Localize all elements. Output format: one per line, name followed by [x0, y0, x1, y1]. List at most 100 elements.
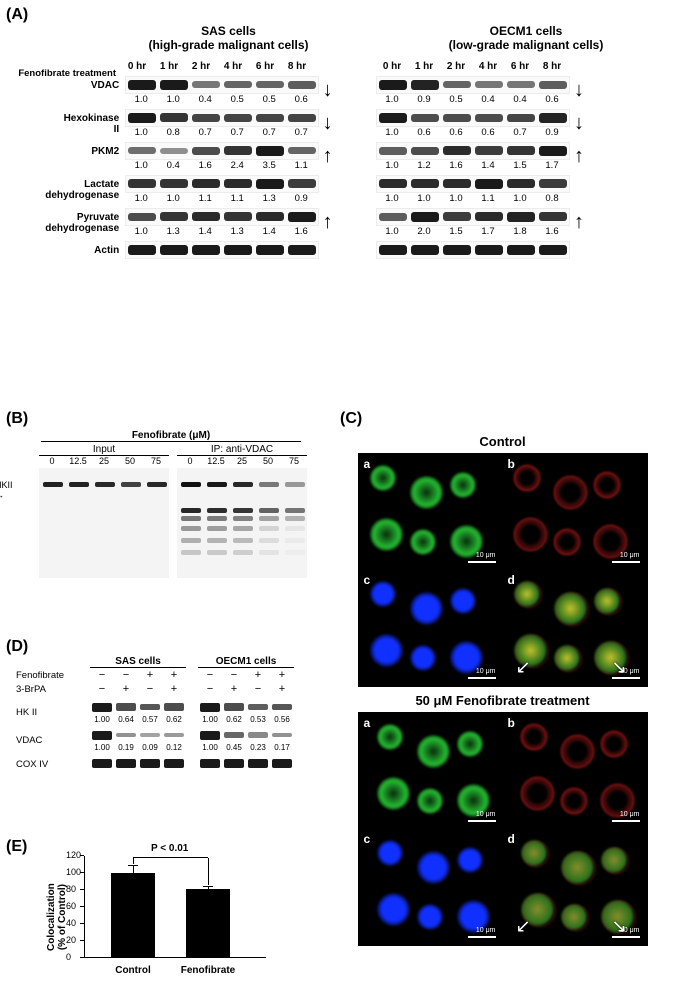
blot-band: [379, 113, 407, 123]
densitometry-value: 1.1: [472, 193, 504, 204]
blot-band: [272, 759, 292, 768]
blot-band: [539, 81, 567, 89]
bar: [186, 889, 230, 958]
panel-c: (C) Controla10 μmb10 μmc10 μmd10 μm↙↘50 …: [340, 410, 665, 946]
blot-band: [475, 81, 503, 88]
gel-band: [285, 508, 305, 513]
concentration-label: 0: [39, 456, 65, 466]
concentration-label: 12.5: [65, 456, 91, 466]
timepoint-header: 1 hr: [153, 61, 185, 72]
blot-band: [288, 179, 316, 188]
densitometry-value: 2.0: [408, 226, 440, 237]
densitometry-value: 0.6: [408, 127, 440, 138]
densitometry-value: 0.6: [440, 127, 472, 138]
gel-band: [285, 550, 305, 555]
panel-d: (D) SAS cellsOECM1 cellsFenofibrate−−++−…: [6, 638, 316, 771]
up-arrow-icon: ↑: [570, 208, 588, 237]
timepoint-header: 4 hr: [472, 61, 504, 72]
up-arrow-icon: ↑: [570, 142, 588, 171]
gel-band: [181, 482, 201, 487]
gel-band: [233, 516, 253, 521]
scale-bar-label: 10 μm: [620, 552, 640, 559]
gel-band: [285, 482, 305, 487]
densitometry-value: 1.00: [198, 743, 222, 752]
y-tick-label: 60: [66, 901, 76, 911]
blot-band: [192, 245, 220, 255]
cell-type-header: OECM1 cells: [198, 656, 294, 668]
treatment-sign: +: [138, 669, 162, 681]
blot-band: [160, 80, 188, 90]
blot-band: [411, 80, 439, 90]
gel-band: [285, 516, 305, 521]
panel-e: (E) Colocalization(% of Control)02040608…: [6, 838, 316, 978]
densitometry-value: 0.5: [253, 94, 285, 105]
densitometry-value: 0.56: [270, 715, 294, 724]
blot-band: [475, 245, 503, 255]
densitometry-value: 1.6: [440, 160, 472, 171]
gel-band: [207, 550, 227, 555]
timepoint-header: 1 hr: [408, 61, 440, 72]
gel-band: [285, 526, 305, 531]
gel-band: [181, 526, 201, 531]
blot-band: [539, 245, 567, 255]
densitometry-value: 0.7: [253, 127, 285, 138]
blot-band: [116, 703, 136, 710]
densitometry-value: 0.9: [285, 193, 317, 204]
y-tick-label: 120: [66, 850, 81, 860]
gel-band: [69, 482, 89, 487]
blot-band: [288, 212, 316, 222]
densitometry-value: 1.0: [376, 94, 408, 105]
blot-band: [192, 81, 220, 88]
gel-band: [95, 482, 115, 487]
timepoint-header: 6 hr: [504, 61, 536, 72]
no-arrow: [570, 241, 588, 259]
blot-band: [379, 245, 407, 255]
gel-band: [233, 526, 253, 531]
densitometry-value: 0.45: [222, 743, 246, 752]
densitometry-value: 1.1: [285, 160, 317, 171]
densitometry-value: 0.62: [222, 715, 246, 724]
blot-band: [224, 759, 244, 768]
panel-b: (B) Fenofibrate (μM)Input012.5255075IP: …: [6, 410, 316, 578]
down-arrow-icon: ↓: [319, 109, 336, 138]
western-blot-strip: [376, 241, 570, 259]
timepoint-header: 8 hr: [281, 61, 313, 72]
scale-bar-label: 10 μm: [620, 811, 640, 818]
y-tick-label: 20: [66, 935, 76, 945]
densitometry-value: 0.4: [472, 94, 504, 105]
blot-band: [411, 245, 439, 255]
treatment-sign: +: [270, 669, 294, 681]
densitometry-value: 1.8: [504, 226, 536, 237]
densitometry-value: 0.5: [221, 94, 253, 105]
densitometry-value: 0.09: [138, 743, 162, 752]
blot-band: [443, 114, 471, 122]
gel-band: [181, 538, 201, 543]
timepoint-header: 2 hr: [440, 61, 472, 72]
blot-band: [224, 114, 252, 123]
blot-band: [128, 213, 156, 221]
treatment-sign: −: [198, 683, 222, 695]
blot-band: [192, 212, 220, 221]
densitometry-value: 0.6: [285, 94, 317, 105]
densitometry-value: 0.12: [162, 743, 186, 752]
western-blot-strip: [376, 142, 570, 160]
gel-band: [207, 508, 227, 513]
western-blot-strip: [198, 755, 294, 771]
blot-band: [160, 212, 188, 221]
blot-band: [443, 146, 471, 155]
blot-band: [164, 759, 184, 768]
blot-band: [128, 147, 156, 154]
densitometry-value: 1.6: [536, 226, 568, 237]
blot-band: [507, 212, 535, 222]
fenofibrate-conc-header: Fenofibrate (μM): [41, 430, 301, 442]
y-axis-label: Colocalization(% of Control): [46, 883, 68, 951]
treatment-row-label: Fenofibrate: [16, 670, 84, 681]
blot-band: [160, 179, 188, 188]
subpanel-label: b: [508, 716, 515, 730]
up-arrow-icon: ↑: [319, 208, 336, 237]
cell-type-header: SAS cells: [90, 656, 186, 668]
blot-band: [507, 81, 535, 88]
confocal-panel: b 10 μm: [504, 714, 646, 828]
confocal-grid: a10 μmb10 μmc10 μmd10 μm↙↘: [358, 453, 648, 687]
densitometry-value: 1.00: [90, 743, 114, 752]
